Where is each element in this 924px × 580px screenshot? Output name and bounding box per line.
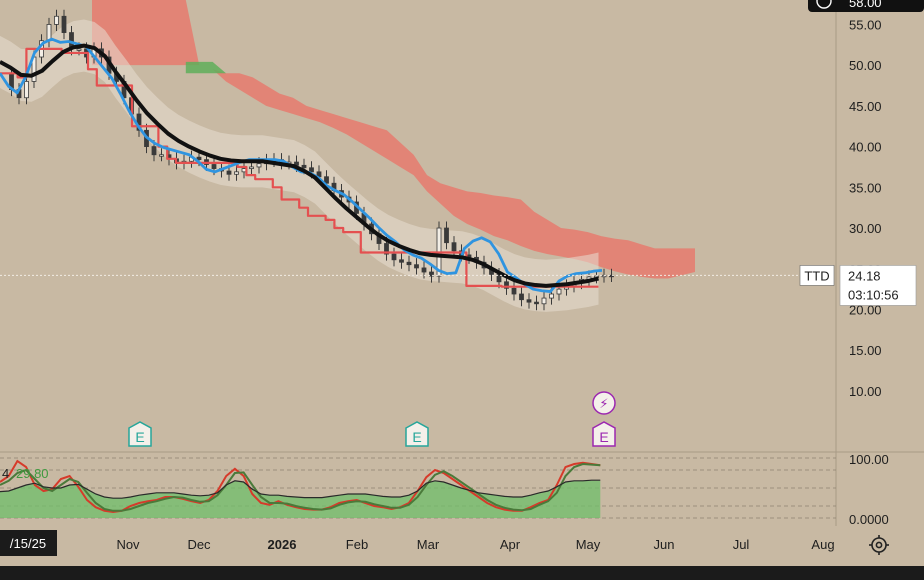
base-line [0,47,599,288]
price-tick-label: 40.00 [849,140,882,155]
candle-body [196,156,202,161]
candle-body [451,242,457,252]
cursor-date-label: /15/25 [10,536,46,551]
time-axis-label: Jun [654,537,675,552]
time-axis-label: 2026 [268,537,297,552]
earnings-marker-label: E [135,429,144,445]
candle-body [256,163,262,168]
ichimoku-cloud [92,0,695,279]
candle-body [534,301,539,305]
price-tick-label: 10.00 [849,384,882,399]
osc-left-value: 4 [2,466,9,481]
candle-body [226,170,232,175]
time-axis-label: Aug [811,537,834,552]
cursor-date-badge [0,530,57,556]
price-tick-label: 20.00 [849,302,882,317]
candle-body [234,171,239,175]
price-tick-label: 45.00 [849,99,882,114]
earnings-marker[interactable] [405,421,429,447]
candle-body [151,146,157,156]
candle-body [301,164,307,169]
osc-signal-line [0,479,601,499]
candle-body [429,271,434,277]
earnings-marker-label: E [412,429,421,445]
candle-body [549,293,554,299]
candle-body [444,227,449,244]
top-price-label: 58.00 [849,0,882,10]
osc-value: 29.80 [16,466,49,481]
bearish-cloud [92,0,695,279]
candle-body [399,259,404,263]
status-bar [0,566,924,580]
candle-body [556,288,562,295]
price-tick-label: 50.00 [849,58,882,73]
event-markers[interactable]: E E E ⚡ [128,391,616,447]
earnings-marker-label: E [599,429,608,445]
candle-body [159,154,164,157]
time-axis-label: Nov [116,537,140,552]
osc-fill [0,480,601,518]
symbol-label: TTD [804,268,829,283]
time-axis-label: Dec [187,537,211,552]
price-tick-label: 55.00 [849,17,882,32]
symbol-badge [799,265,835,286]
candle-body [414,264,419,269]
candle-body [76,48,82,51]
event-marker[interactable] [592,391,616,415]
overlay-labels: TTD 24.18 03:10:56 [0,265,917,306]
candle-body [541,297,547,305]
moving-average-line [0,43,599,288]
earnings-marker[interactable] [128,421,152,447]
candle-body [211,164,217,169]
top-price-flag [808,0,924,12]
candle-body [54,15,59,25]
grid [0,0,924,526]
osc-axis-top: 100.00 [849,452,889,467]
osc-k-line [0,459,601,514]
candle-body [511,287,517,295]
candle-body [61,15,67,33]
countdown-label: 03:10:56 [848,287,899,302]
candle-body [309,167,314,173]
price-badge [839,265,917,306]
osc-axis-bottom: 0.0000 [849,512,889,527]
candle-body [526,299,532,303]
time-axis-label: May [576,537,601,552]
conversion-line [0,37,603,293]
clock-icon [816,0,832,9]
candle-body [391,253,397,261]
candle-body [519,293,524,301]
time-axis-label: Jul [733,537,750,552]
bullish-cloud [185,61,226,74]
lightning-icon: ⚡ [599,397,608,412]
earnings-marker[interactable] [592,421,616,447]
price-pane-bg [0,0,836,452]
oscillator-pane: 4 29.80 100.00 0.0000 [0,452,889,527]
price-tick-label: 30.00 [849,221,882,236]
candle-body [609,274,614,278]
candle-body [249,166,254,169]
indicator-lines [0,37,603,293]
candle-body [504,281,509,289]
candle-body [406,261,412,266]
candle-body [324,176,329,184]
time-axis-label: Mar [417,537,440,552]
last-price-label: 24.18 [848,268,881,283]
price-tick-label: 35.00 [849,180,882,195]
time-axis-label: Apr [500,537,521,552]
candle-body [384,243,389,255]
candle-body [421,267,427,273]
settings-gear-icon[interactable] [866,532,892,558]
candle-body [24,81,29,99]
time-axis-label: Feb [346,537,368,552]
osc-d-line [0,462,601,512]
price-tick-label: 15.00 [849,343,882,358]
